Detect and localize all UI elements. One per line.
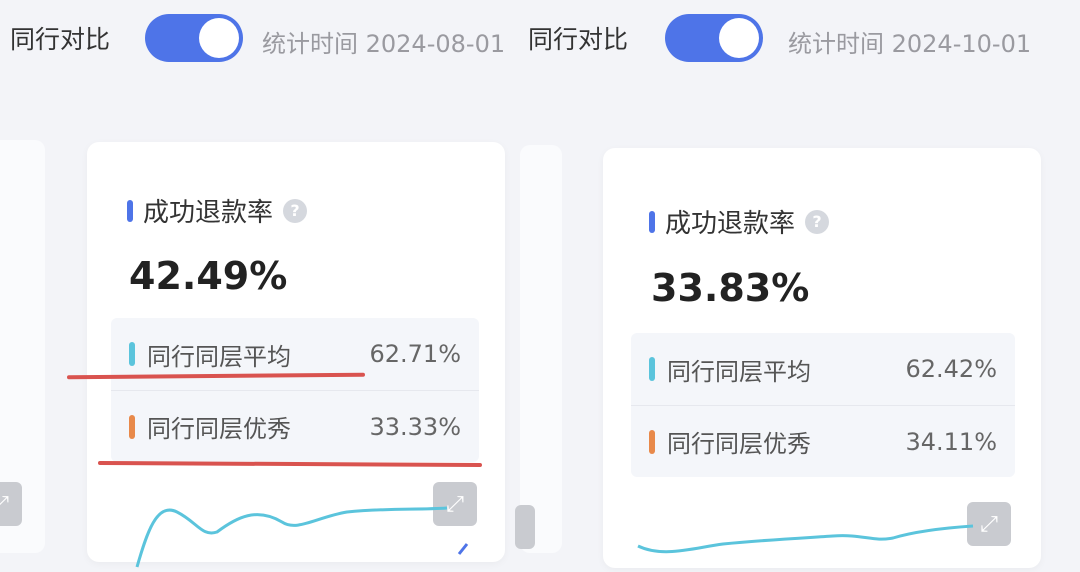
metric-value: 33.83%: [651, 266, 810, 310]
excellent-marker: [129, 414, 135, 439]
side-card-right: [520, 145, 562, 553]
compare-toggle-left[interactable]: [145, 14, 243, 62]
row-label: 同行同层平均: [147, 342, 291, 371]
trend-line-2: [457, 543, 469, 555]
peer-compare-box: 同行同层平均 62.42% 同行同层优秀 34.11%: [631, 333, 1015, 477]
peer-average-row: 同行同层平均 62.42%: [631, 333, 1015, 405]
row-label: 同行同层平均: [667, 357, 811, 386]
trend-line: [637, 524, 974, 554]
trend-sparkline: [637, 524, 974, 554]
stat-time-left: 统计时间 2024-08-01: [262, 30, 506, 58]
compare-label-left: 同行对比: [10, 25, 111, 54]
row-label: 同行同层优秀: [667, 430, 811, 458]
row-value: 34.11%: [905, 427, 997, 456]
help-icon[interactable]: ?: [805, 209, 830, 234]
compare-label-right: 同行对比: [528, 25, 629, 54]
refund-rate-card-left: 成功退款率? 42.49% 同行同层平均 62.71% 同行同层优秀 33.33% …: [87, 142, 505, 568]
row-label: 同行同层优秀: [147, 415, 291, 443]
help-icon[interactable]: ?: [283, 198, 308, 223]
peer-excellent-row: 同行同层优秀 34.11%: [631, 405, 1015, 477]
expand-icon[interactable]: ⤢: [967, 502, 1011, 546]
metric-value: 42.49%: [129, 254, 288, 298]
excellent-marker: [649, 429, 655, 454]
expand-icon[interactable]: [515, 505, 535, 549]
row-value: 33.33%: [369, 412, 461, 441]
trend-line: [135, 506, 448, 568]
peer-average-row: 同行同层平均 62.71%: [111, 318, 479, 390]
expand-icon[interactable]: ⤢: [433, 482, 477, 526]
trend-sparkline: [135, 506, 469, 568]
title-marker: [127, 199, 133, 222]
compare-toggle-right[interactable]: [665, 14, 763, 62]
title-marker: [649, 210, 655, 233]
card-title: 成功退款率: [143, 198, 274, 228]
row-value: 62.71%: [369, 340, 461, 368]
toggle-knob: [719, 18, 759, 58]
expand-icon[interactable]: ⤢: [0, 482, 22, 526]
peer-excellent-row: 同行同层优秀 33.33%: [111, 390, 479, 462]
row-value: 62.42%: [905, 355, 997, 383]
card-title: 成功退款率: [665, 209, 796, 239]
refund-rate-card-right: 成功退款率? 33.83% 同行同层平均 62.42% 同行同层优秀 34.11% …: [603, 148, 1041, 568]
average-marker: [129, 342, 135, 366]
average-marker: [649, 357, 655, 381]
toggle-knob: [199, 18, 239, 58]
peer-compare-box: 同行同层平均 62.71% 同行同层优秀 33.33%: [111, 318, 479, 462]
stat-time-right: 统计时间 2024-10-01: [788, 30, 1032, 58]
